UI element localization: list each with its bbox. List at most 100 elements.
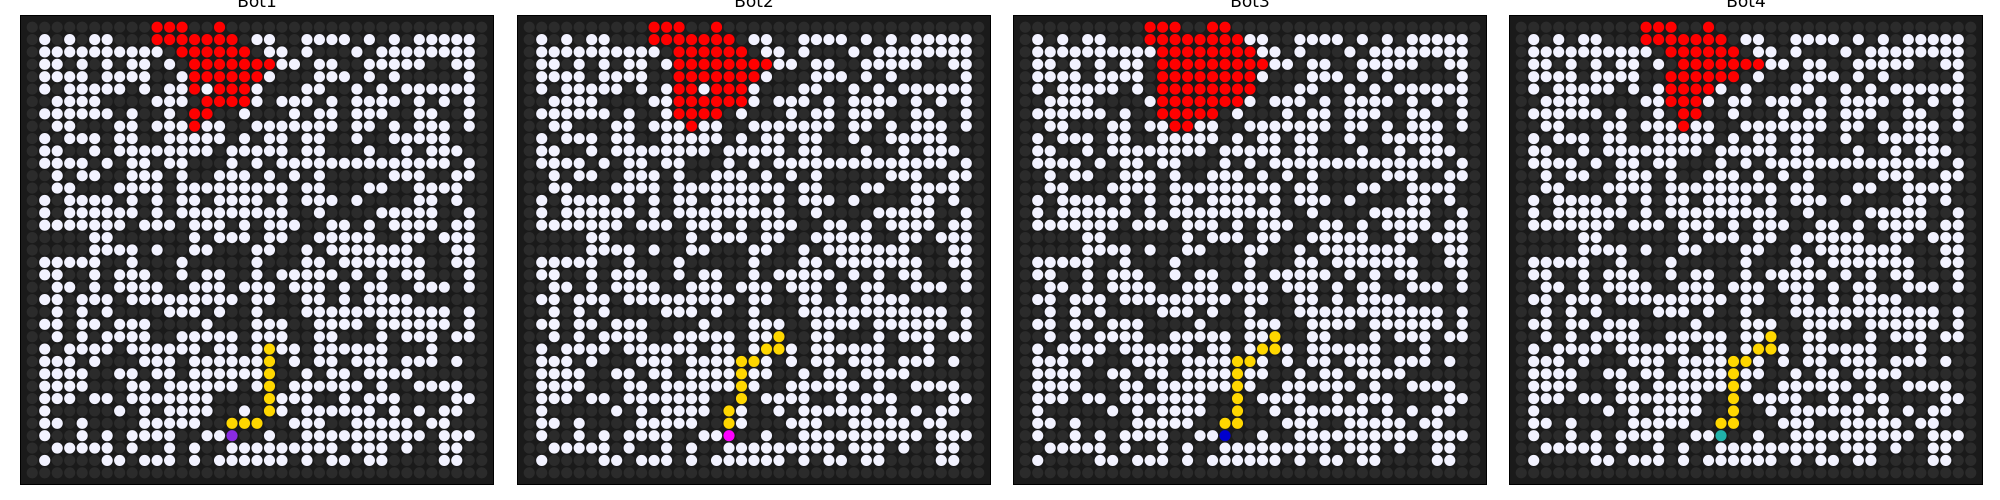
fire-cell (673, 71, 685, 83)
wall-cell (1715, 108, 1727, 120)
wall-cell (1032, 244, 1044, 256)
open-cell (164, 120, 176, 132)
wall-cell (1107, 293, 1119, 306)
open-cell (189, 355, 201, 367)
open-cell (126, 331, 138, 343)
wall-cell (1715, 269, 1727, 281)
open-cell (1456, 219, 1468, 231)
wall-cell (238, 318, 251, 330)
open-cell (885, 430, 897, 442)
open-cell (935, 306, 947, 318)
open-cell (898, 170, 910, 182)
open-cell (536, 83, 548, 95)
open-cell (1157, 417, 1169, 429)
open-cell (76, 368, 88, 380)
open-cell (673, 157, 685, 169)
open-cell (1107, 46, 1119, 58)
wall-cell (1231, 120, 1244, 132)
open-cell (573, 219, 585, 231)
open-cell (114, 405, 126, 417)
wall-cell (139, 306, 151, 318)
wall-cell (189, 318, 201, 330)
wall-cell (1394, 34, 1406, 46)
open-cell (1653, 306, 1665, 318)
open-cell (338, 430, 350, 442)
open-cell (1231, 145, 1244, 157)
wall-cell (338, 331, 350, 343)
open-cell (798, 392, 810, 405)
wall-cell (1019, 170, 1031, 182)
wall-cell (960, 417, 972, 429)
open-cell (1182, 392, 1194, 405)
wall-cell (476, 232, 488, 244)
open-cell (885, 306, 897, 318)
open-cell (1678, 306, 1690, 318)
wall-cell (1469, 219, 1481, 231)
open-cell (773, 219, 785, 231)
wall-cell (1965, 170, 1977, 182)
open-cell (1244, 442, 1256, 454)
open-cell (910, 281, 922, 293)
open-cell (536, 269, 548, 281)
wall-cell (1057, 269, 1069, 281)
wall-cell (873, 34, 885, 46)
open-cell (1615, 120, 1627, 132)
open-cell (810, 71, 822, 83)
open-cell (648, 145, 660, 157)
open-cell (251, 95, 263, 108)
fire-cell (1194, 71, 1206, 83)
wall-cell (710, 256, 723, 268)
wall-cell (39, 442, 51, 454)
wall-cell (973, 442, 985, 454)
wall-cell (1540, 21, 1552, 33)
open-cell (648, 281, 660, 293)
wall-cell (623, 417, 635, 429)
wall-cell (686, 21, 698, 33)
open-cell (611, 244, 623, 256)
wall-cell (698, 194, 710, 207)
open-cell (823, 331, 835, 343)
open-cell (1752, 120, 1765, 132)
open-cell (1306, 157, 1318, 169)
open-cell (201, 120, 213, 132)
open-cell (1394, 306, 1406, 318)
wall-cell (476, 219, 488, 231)
open-cell (1294, 405, 1306, 417)
wall-cell (1419, 368, 1431, 380)
open-cell (151, 145, 163, 157)
open-cell (1356, 108, 1368, 120)
fire-cell (760, 58, 773, 70)
wall-cell (1231, 467, 1244, 479)
open-cell (213, 269, 226, 281)
wall-cell (26, 454, 38, 466)
open-cell (1294, 368, 1306, 380)
wall-cell (1827, 83, 1839, 95)
open-cell (1331, 306, 1343, 318)
open-cell (351, 318, 363, 330)
wall-cell (288, 430, 301, 442)
wall-cell (476, 95, 488, 108)
open-cell (810, 417, 822, 429)
open-cell (1094, 244, 1106, 256)
open-cell (848, 405, 860, 417)
open-cell (51, 355, 63, 367)
wall-cell (1169, 318, 1181, 330)
open-cell (1940, 34, 1952, 46)
open-cell (213, 232, 226, 244)
open-cell (1344, 442, 1356, 454)
wall-cell (935, 392, 947, 405)
open-cell (76, 293, 88, 306)
open-cell (139, 182, 151, 194)
open-cell (1107, 71, 1119, 83)
open-cell (1727, 145, 1740, 157)
wall-cell (1827, 21, 1839, 33)
wall-cell (1331, 95, 1343, 108)
open-cell (1406, 281, 1418, 293)
path-cell (1219, 417, 1231, 429)
open-cell (213, 194, 226, 207)
open-cell (463, 207, 475, 219)
wall-cell (885, 182, 897, 194)
wall-cell (451, 21, 463, 33)
open-cell (1082, 269, 1094, 281)
wall-cell (101, 318, 113, 330)
